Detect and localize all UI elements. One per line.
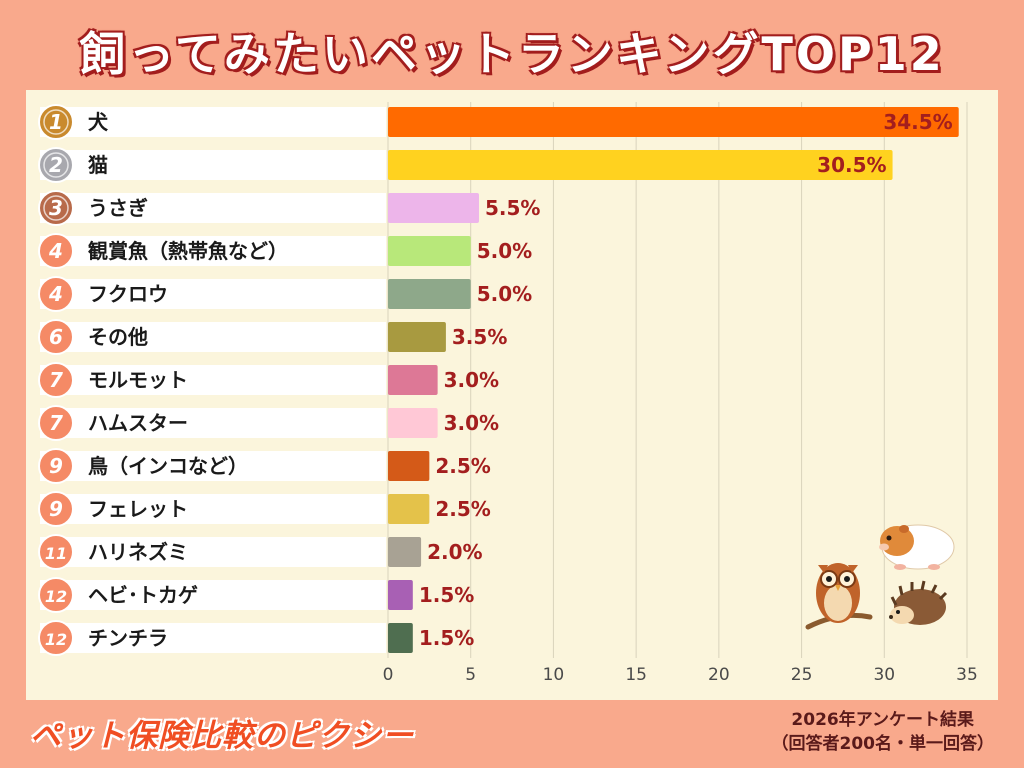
bar <box>388 408 438 438</box>
survey-note-line2: （回答者200名・単一回答） <box>771 734 995 754</box>
owl-icon <box>805 563 873 630</box>
rank-number: 4 <box>48 282 63 306</box>
rank-number: 7 <box>49 368 63 392</box>
chart-panel: 0 5 10 15 20 25 30 35 1 犬 34.5% 2 猫 30.5% 3 うさぎ 5.5% 4 観賞魚… <box>26 90 998 700</box>
rank-badge <box>38 491 74 527</box>
value-label: 5.0% <box>477 239 532 263</box>
guinea-pig-icon <box>879 524 955 570</box>
survey-note-line1: 2026年アンケート結果 <box>791 710 975 730</box>
value-label: 2.5% <box>435 497 490 521</box>
category-label-strip <box>40 451 386 481</box>
rank-number: 4 <box>48 239 63 263</box>
page-title: 飼ってみたいペットランキングTOP12 <box>79 27 945 81</box>
bar <box>388 365 438 395</box>
category-label: チンチラ <box>88 626 168 650</box>
x-tick-label: 20 <box>708 665 730 685</box>
rank-badge <box>38 362 74 398</box>
rank-badge <box>38 577 74 613</box>
bar <box>388 494 430 524</box>
bar <box>388 537 422 567</box>
category-label: 犬 <box>88 110 109 134</box>
category-label: フクロウ <box>88 282 168 306</box>
value-label: 5.0% <box>477 282 532 306</box>
bar <box>388 623 413 653</box>
value-label: 1.5% <box>419 583 474 607</box>
rank-number: 7 <box>49 411 63 435</box>
rank-badge <box>38 534 74 570</box>
rank-number: 9 <box>49 497 63 521</box>
value-label: 34.5% <box>883 110 952 134</box>
rank-number: 12 <box>45 587 67 606</box>
rank-number: 9 <box>49 454 63 478</box>
category-label-strip <box>40 408 386 438</box>
x-tick-label: 10 <box>543 665 565 685</box>
value-label: 2.0% <box>427 540 482 564</box>
medal-ring <box>43 109 69 135</box>
x-tick-label: 30 <box>873 665 895 685</box>
category-label-strip <box>40 236 386 266</box>
bar <box>388 150 893 180</box>
rank-number: 2 <box>49 153 63 177</box>
bar <box>388 580 413 610</box>
bar <box>388 451 430 481</box>
category-label: ハムスター <box>88 411 188 435</box>
x-tick-label: 15 <box>625 665 647 685</box>
bar-chart: 0 5 10 15 20 25 30 35 1 犬 34.5% 2 猫 30.5% 3 うさぎ 5.5% 4 観賞魚… <box>38 102 978 685</box>
bar <box>388 193 479 223</box>
category-label: 猫 <box>88 153 108 177</box>
rank-badge <box>38 276 74 312</box>
category-label: うさぎ <box>88 196 148 220</box>
hedgehog-icon <box>889 580 948 625</box>
rank-badge <box>38 620 74 656</box>
rank-number: 3 <box>49 196 63 220</box>
rank-badge <box>38 448 74 484</box>
category-label: その他 <box>88 325 148 349</box>
bar <box>388 107 959 137</box>
category-label: ハリネズミ <box>88 540 188 564</box>
bar <box>388 322 446 352</box>
rank-number: 12 <box>45 630 67 649</box>
category-label-strip <box>40 494 386 524</box>
category-label-strip <box>40 322 386 352</box>
category-label-strip <box>40 580 386 610</box>
value-label: 3.0% <box>444 368 499 392</box>
rank-badge <box>38 319 74 355</box>
brand-logo: ペット保険比較のピクシー <box>30 718 414 754</box>
medal-ring <box>43 152 69 178</box>
bar <box>388 236 471 266</box>
x-tick-label: 5 <box>465 665 476 685</box>
rank-badge <box>38 405 74 441</box>
x-tick-label: 35 <box>956 665 978 685</box>
category-label-strip <box>40 193 386 223</box>
value-label: 2.5% <box>435 454 490 478</box>
category-label-strip <box>40 279 386 309</box>
category-label-strip <box>40 623 386 653</box>
category-label-strip <box>40 537 386 567</box>
category-label: 観賞魚（熱帯魚など） <box>88 239 288 263</box>
category-label: フェレット <box>88 497 188 521</box>
rank-badge <box>38 233 74 269</box>
rank-number: 6 <box>49 325 63 349</box>
category-label-strip <box>40 107 386 137</box>
x-tick-label: 0 <box>383 665 394 685</box>
survey-note: 2026年アンケート結果 （回答者200名・単一回答） <box>772 708 995 756</box>
category-label-strip <box>40 150 386 180</box>
value-label: 3.5% <box>452 325 507 349</box>
value-label: 30.5% <box>817 153 886 177</box>
value-label: 3.0% <box>444 411 499 435</box>
rank-number: 11 <box>45 544 67 563</box>
animal-illustrations <box>805 524 955 630</box>
value-label: 1.5% <box>419 626 474 650</box>
category-label: 鳥（インコなど） <box>88 454 248 478</box>
category-label: モルモット <box>88 368 188 392</box>
value-label: 5.5% <box>485 196 540 220</box>
category-label-strip <box>40 365 386 395</box>
x-tick-label: 25 <box>791 665 813 685</box>
category-label: ヘビ･トカゲ <box>88 583 198 607</box>
rank-number: 1 <box>49 110 63 134</box>
medal-ring <box>43 195 69 221</box>
bar <box>388 279 471 309</box>
